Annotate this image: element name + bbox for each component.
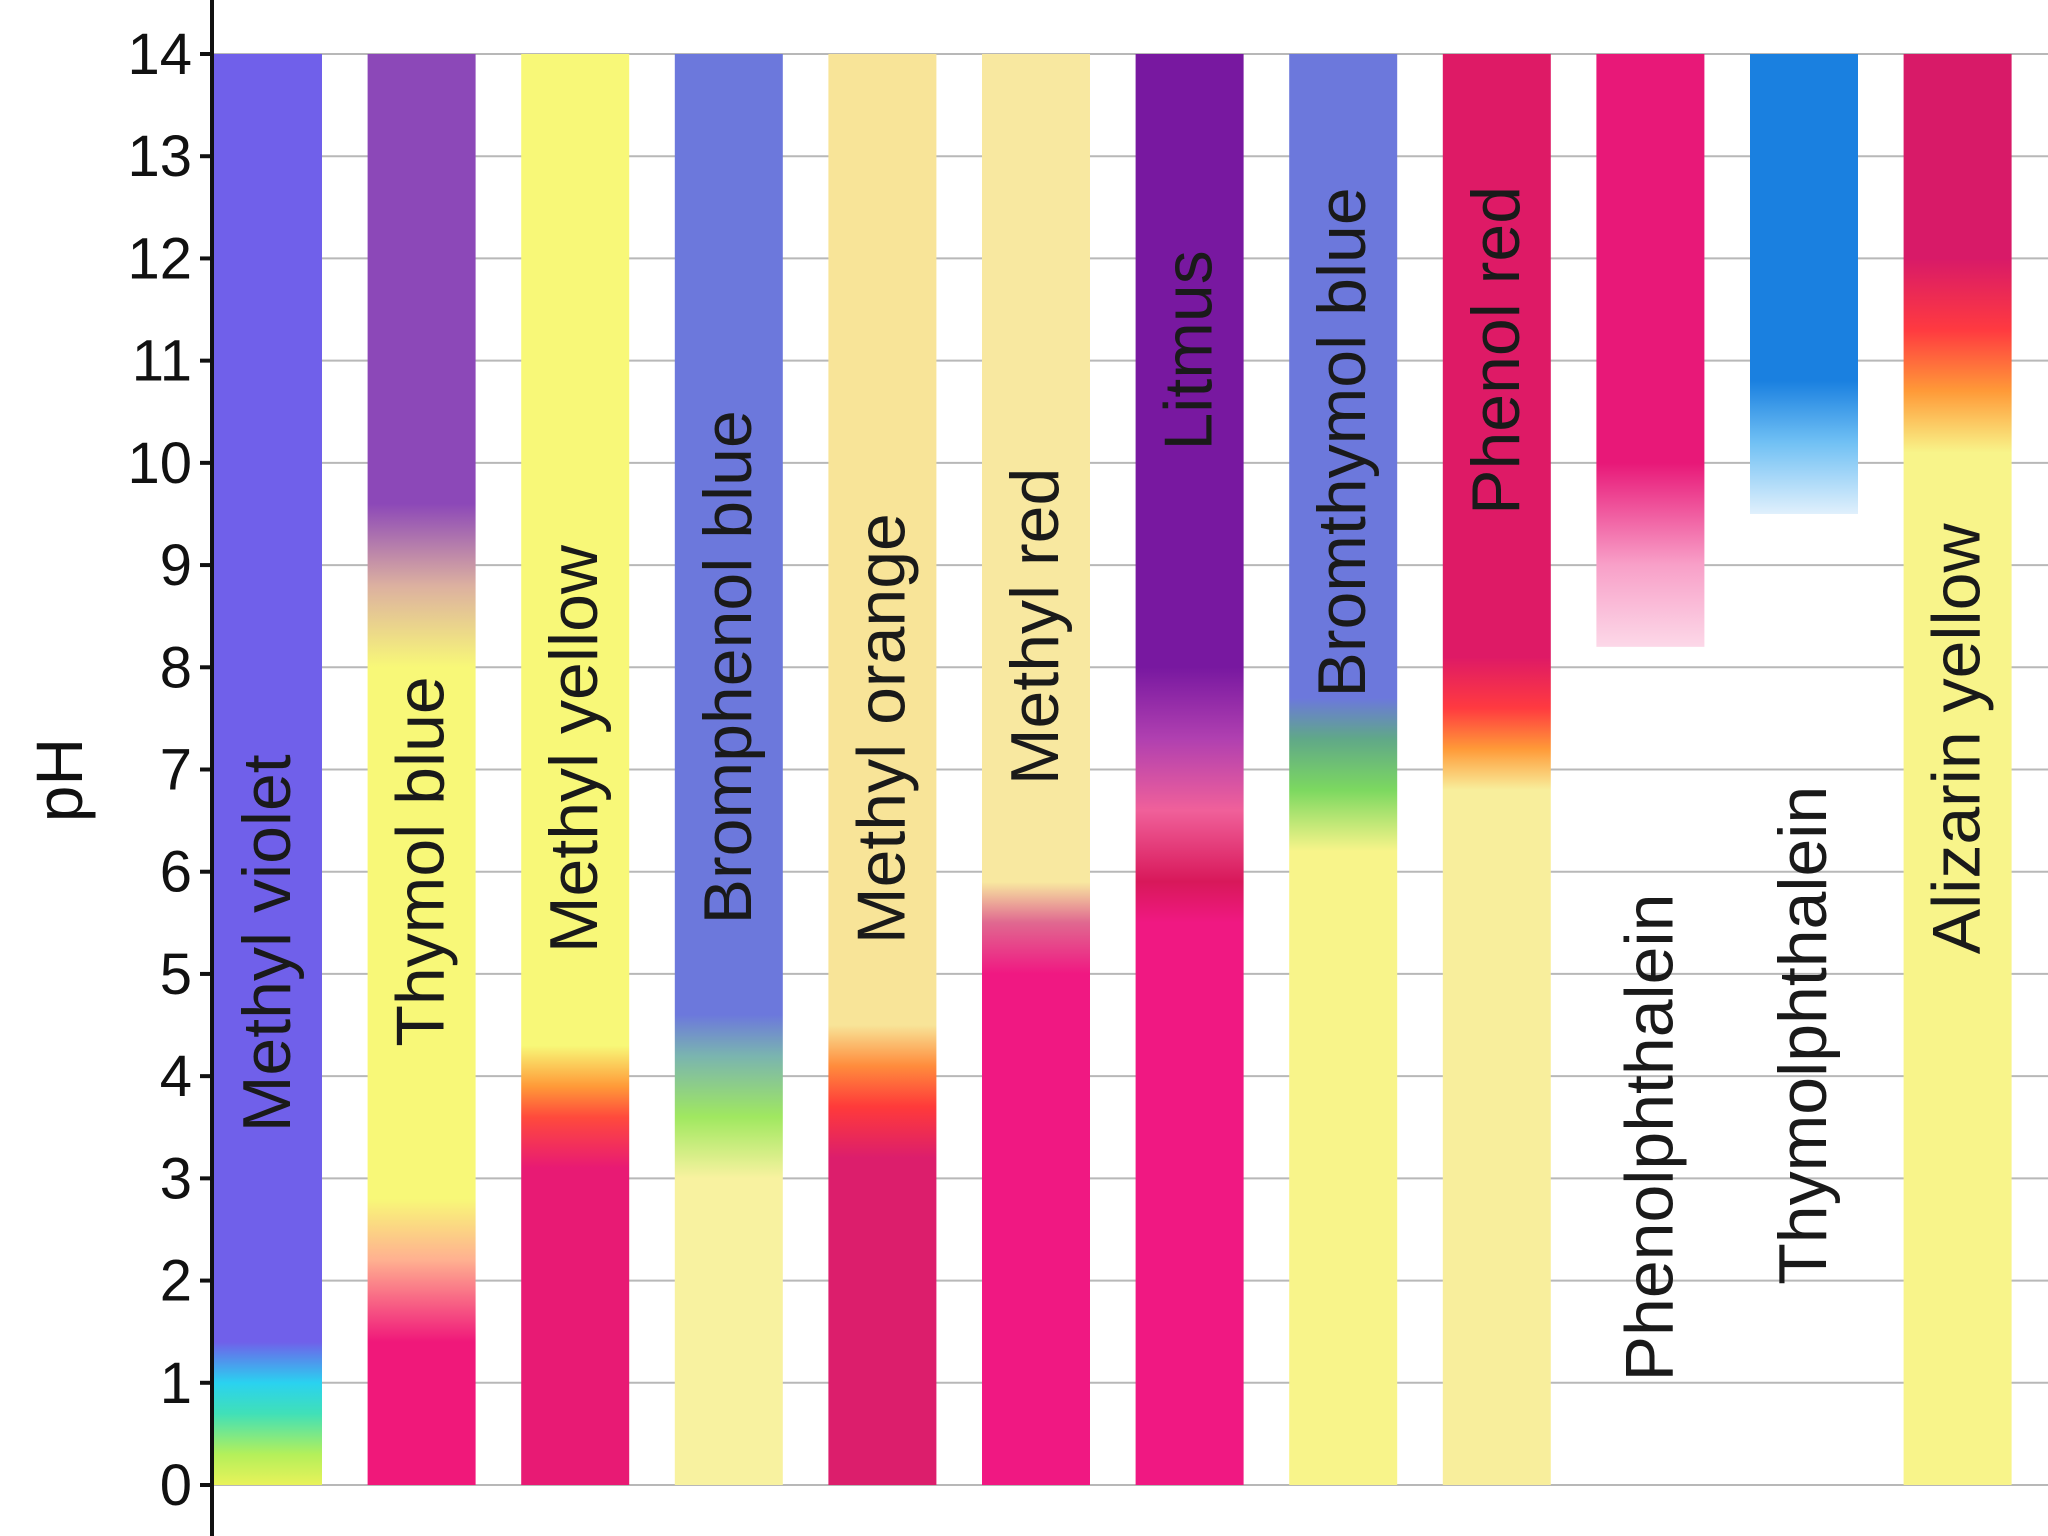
indicator-label: Thymolphthalein [1765, 786, 1841, 1285]
y-tick-label: 1 [160, 1351, 192, 1416]
indicator-labels: Methyl violet Thymol blue Methyl yellow Bro… [229, 186, 1995, 1381]
indicator-bar [1903, 54, 2012, 1485]
indicator-bar [1596, 54, 1705, 647]
indicator-bar [1135, 54, 1244, 1485]
indicator-label: Methyl orange [843, 513, 919, 944]
indicator-bar [828, 54, 937, 1485]
indicator-label: Phenolphthalein [1611, 894, 1687, 1382]
y-tick-label: 10 [127, 431, 192, 496]
y-tick-label: 12 [127, 226, 192, 291]
indicator-label: Methyl yellow [536, 544, 612, 953]
y-tick-label: 14 [127, 22, 192, 87]
indicator-label: Litmus [1151, 250, 1227, 450]
y-tick-label: 4 [160, 1044, 192, 1109]
indicator-bar [521, 54, 630, 1485]
indicator-bar [214, 54, 322, 1485]
gridlines [212, 53, 2048, 1486]
indicator-bars [214, 54, 2012, 1485]
y-axis-title: pH [22, 738, 96, 822]
indicator-label: Alizarin yellow [1919, 523, 1995, 955]
y-tick-label: 7 [160, 738, 192, 803]
indicator-label: Phenol red [1458, 186, 1534, 515]
y-tick-label: 9 [160, 533, 192, 598]
indicator-bar [1442, 54, 1551, 1485]
indicator-bar [1750, 54, 1858, 514]
indicator-label: Thymol blue [383, 676, 459, 1046]
y-tick-label: 13 [127, 124, 192, 189]
y-tick-label: 8 [160, 635, 192, 700]
y-tick-label: 5 [160, 942, 192, 1007]
y-tick-label: 3 [160, 1146, 192, 1211]
y-tick-label: 6 [160, 840, 192, 905]
y-tick-label: 0 [160, 1453, 192, 1518]
indicator-bar [367, 54, 476, 1485]
y-tick-label: 11 [132, 329, 192, 394]
indicator-bar [982, 54, 1090, 1485]
indicator-bar [1289, 54, 1398, 1485]
indicator-bar [674, 54, 783, 1485]
indicator-label: Bromphenol blue [690, 410, 766, 924]
indicator-label: Methyl red [997, 468, 1073, 785]
indicator-label: Methyl violet [229, 754, 305, 1132]
y-tick-label: 2 [160, 1249, 192, 1314]
indicator-label: Bromthymol blue [1304, 187, 1380, 697]
